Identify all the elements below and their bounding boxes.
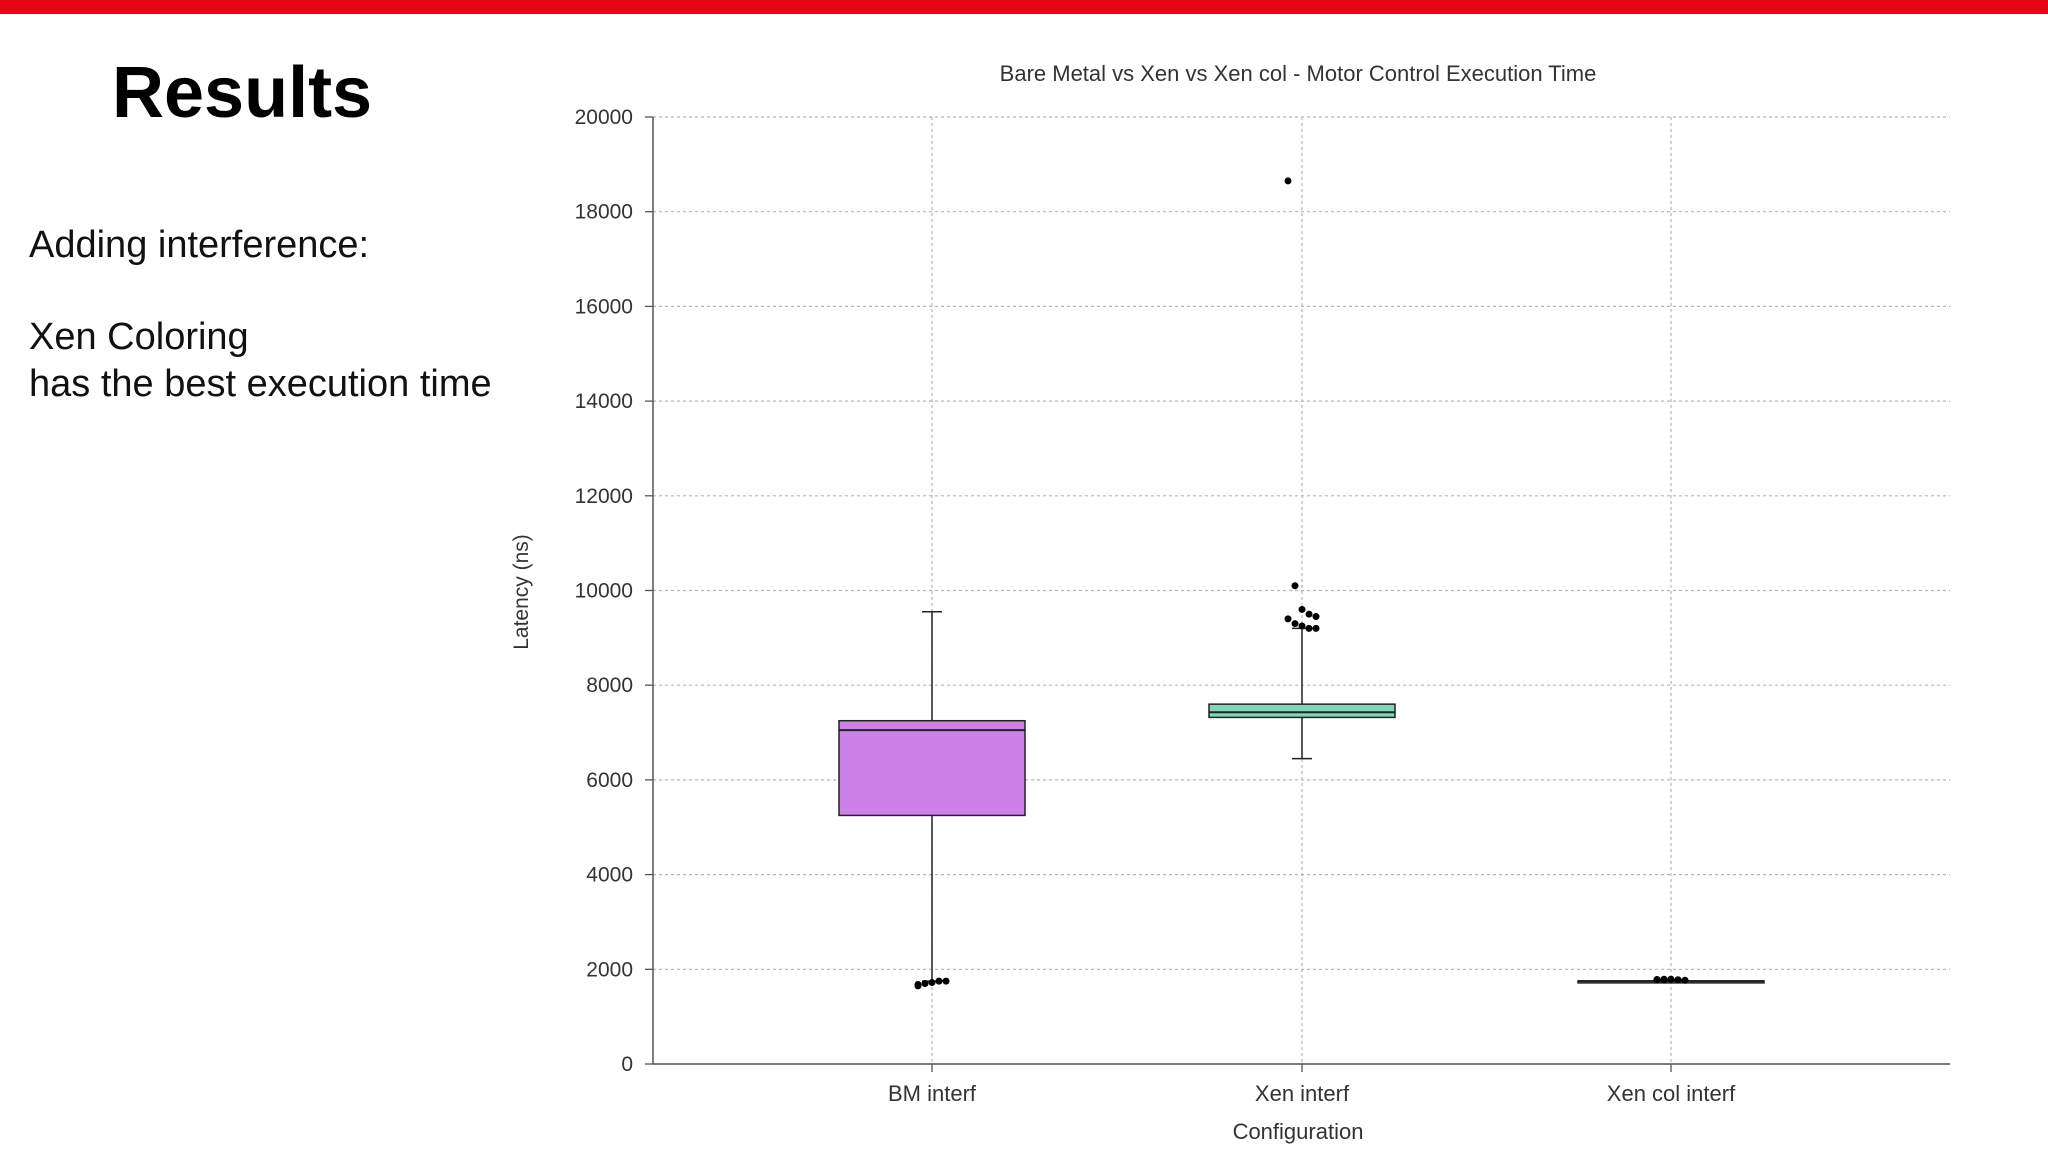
outlier-point <box>1674 976 1682 984</box>
box-plot-chart: Bare Metal vs Xen vs Xen col - Motor Con… <box>510 61 1950 1144</box>
outlier-point <box>1681 976 1689 984</box>
y-tick-label: 10000 <box>575 580 633 603</box>
x-tick-label: Xen interf <box>1255 1081 1350 1106</box>
bullet-intro: Adding interference: <box>29 224 370 266</box>
y-tick-label: 20000 <box>575 106 633 129</box>
x-tick-label: Xen col interf <box>1607 1081 1736 1106</box>
box-group <box>1577 975 1765 984</box>
outlier-point <box>1312 624 1320 632</box>
outlier-point <box>935 977 943 985</box>
outlier-point <box>1291 620 1299 628</box>
y-tick-label: 8000 <box>586 674 633 697</box>
bullet-gap <box>29 269 492 314</box>
bullet-line-2: has the best execution time <box>29 363 492 405</box>
y-tick-label: 12000 <box>575 485 633 508</box>
x-axis-label: Configuration <box>1233 1119 1364 1144</box>
outlier-point <box>1305 610 1313 618</box>
bullet-block: Adding interference: Xen Coloring has th… <box>29 222 492 408</box>
outlier-point <box>1298 622 1306 630</box>
outlier-point <box>942 977 950 985</box>
y-tick-label: 4000 <box>586 864 633 887</box>
outlier-point <box>1305 624 1313 632</box>
outlier-point <box>1312 613 1320 621</box>
y-tick-label: 2000 <box>586 958 633 981</box>
axes <box>645 116 1950 1072</box>
y-tick-label: 6000 <box>586 769 633 792</box>
bullet-line-1: Xen Coloring <box>29 316 249 358</box>
outlier-point <box>1291 582 1299 590</box>
box-iqr <box>1208 703 1396 719</box>
outlier-point <box>914 980 922 988</box>
top-accent-bar <box>0 0 2048 14</box>
outlier-point <box>1667 975 1675 983</box>
outlier-point <box>1284 615 1292 623</box>
y-axis-label: Latency (ns) <box>510 534 533 650</box>
box-group <box>1208 177 1396 760</box>
x-tick-label: BM interf <box>888 1081 977 1106</box>
outlier-point <box>1653 975 1661 983</box>
tick-labels: 0 2000 4000 6000 8000 10000 12000 14000 16000 180… <box>575 106 1736 1106</box>
outlier-point <box>928 979 936 987</box>
grid-lines <box>653 116 1950 1065</box>
box-group <box>838 611 1026 990</box>
box-series <box>838 177 1765 990</box>
slide-title: Results <box>112 53 373 133</box>
outlier-point <box>1284 177 1292 185</box>
y-tick-label: 14000 <box>575 390 633 413</box>
y-tick-label: 16000 <box>575 295 633 318</box>
outlier-point <box>921 980 929 988</box>
chart-title: Bare Metal vs Xen vs Xen col - Motor Con… <box>1000 61 1597 86</box>
outlier-point <box>1660 975 1668 983</box>
y-tick-label: 18000 <box>575 201 633 224</box>
box-iqr <box>838 719 1026 817</box>
outlier-point <box>1298 605 1306 613</box>
y-tick-label: 0 <box>621 1053 633 1076</box>
